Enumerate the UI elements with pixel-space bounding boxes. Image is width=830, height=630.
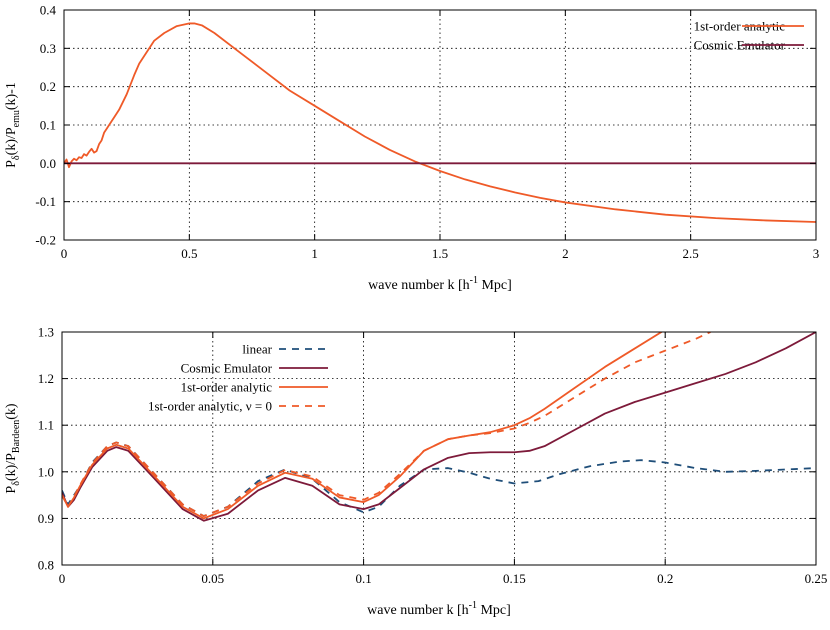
y-tick-label: -0.2 [35, 233, 56, 248]
series-line-1-2 [62, 332, 664, 520]
legend-label: Cosmic Emulator [181, 361, 273, 376]
x-tick-label: 0.15 [503, 571, 526, 586]
legend: 1st-order analytic Cosmic Emulator [694, 19, 804, 53]
x-tick-label: 0.1 [355, 571, 371, 586]
series-line-1-3 [62, 332, 711, 517]
legend-label: linear [242, 342, 272, 357]
x-tick-label: 3 [813, 246, 820, 261]
y-tick-label: 0.8 [38, 558, 54, 573]
legend: linear Cosmic Emulator 1st-order analytic 1… [148, 342, 328, 414]
x-tick-label: 0 [61, 246, 68, 261]
y-tick-label: 0.3 [40, 41, 56, 56]
x-tick-label: 0.2 [657, 571, 673, 586]
x-tick-label: 0.05 [201, 571, 224, 586]
legend-label: Cosmic Emulator [694, 38, 786, 53]
series-line-0-0 [64, 22, 816, 223]
x-axis-label: wave number k [h-1 Mpc] [367, 600, 511, 618]
y-tick-label: 0.2 [40, 79, 56, 94]
x-tick-label: 0 [59, 571, 66, 586]
plot-frame [61, 331, 817, 566]
y-axis-label: Pδ(k)/Pemu(k)-1 [4, 82, 22, 168]
y-tick-label: 1.2 [38, 371, 54, 386]
legend-label: 1st-order analytic, ν = 0 [148, 399, 272, 414]
series-group [64, 22, 816, 223]
x-tick-label: 0.25 [805, 571, 828, 586]
top-panel: 0 0.5 1 1.5 2 2.5 3 -0.2 -0.1 0.0 0.1 0.2 0.3 0.4 wave… [4, 3, 819, 294]
x-axis-label: wave number k [h-1 Mpc] [368, 275, 512, 293]
x-tick-label: 1.5 [432, 246, 448, 261]
series-group [62, 332, 816, 522]
y-axis-label: Pδ(k)/PBardeen(k) [4, 403, 22, 494]
y-tick-label: 1.0 [38, 464, 54, 479]
legend-label: 1st-order analytic [694, 19, 786, 34]
series-line-1-0 [62, 441, 816, 517]
x-tick-label: 2 [562, 246, 569, 261]
y-tick-label: 0.4 [40, 3, 57, 18]
y-tick-label: -0.1 [35, 194, 56, 209]
y-tick-label: 1.3 [38, 325, 54, 340]
series-line-1-1 [62, 332, 816, 522]
x-tick-label: 1 [311, 246, 318, 261]
y-tick-label: 0.9 [38, 511, 54, 526]
y-tick-label: 1.1 [38, 418, 54, 433]
x-tick-label: 2.5 [683, 246, 699, 261]
y-tick-label: 0.0 [40, 156, 56, 171]
x-tick-label: 0.5 [181, 246, 197, 261]
y-tick-label: 0.1 [40, 118, 56, 133]
legend-label: 1st-order analytic [181, 380, 273, 395]
bottom-panel: 0 0.05 0.1 0.15 0.2 0.25 0.8 0.9 1.0 1.1 1.2 1.3 wav… [4, 325, 827, 619]
